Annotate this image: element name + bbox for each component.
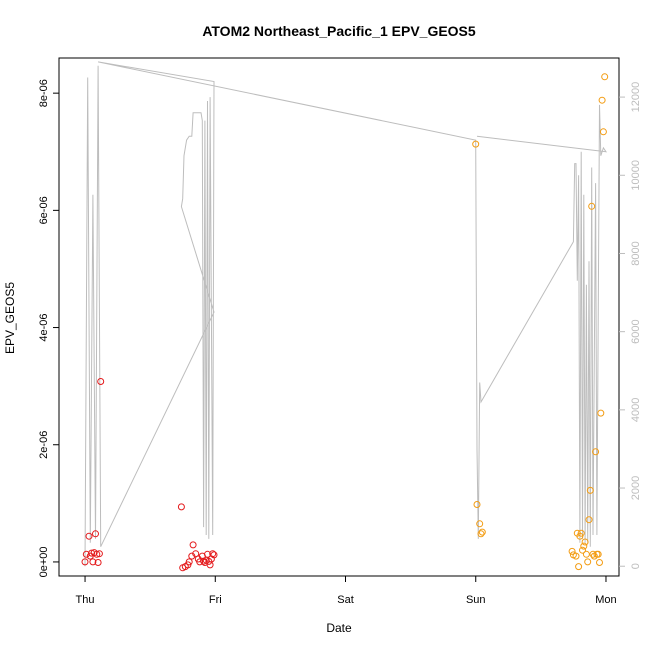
data-point — [588, 202, 596, 210]
data-point — [594, 550, 602, 558]
y2-tick-label: 0 — [630, 563, 642, 569]
data-point — [189, 541, 197, 549]
data-point — [597, 409, 605, 417]
data-point — [472, 140, 480, 148]
data-point — [93, 550, 101, 558]
y2-tick-label: 6000 — [630, 319, 642, 343]
data-point — [579, 546, 586, 554]
x-tick-label: Sat — [337, 594, 354, 606]
data-point — [473, 501, 481, 508]
y-tick-label: 0e+00 — [38, 546, 50, 577]
data-point — [204, 550, 211, 558]
data-point — [586, 486, 594, 494]
data-point — [577, 529, 585, 537]
data-point — [97, 378, 105, 385]
series-line — [84, 61, 608, 567]
line-layer — [84, 61, 608, 567]
data-point — [94, 559, 102, 566]
y2-tick-label: 10000 — [630, 160, 642, 191]
data-point — [596, 559, 603, 566]
data-point — [95, 550, 103, 558]
plot-frame — [58, 57, 620, 577]
y-tick-label: 8e-06 — [38, 79, 50, 107]
y2-tick-label: 8000 — [630, 241, 642, 265]
x-tick-label: Sun — [466, 594, 486, 606]
data-point — [206, 561, 214, 569]
y2-tick-label: 4000 — [630, 398, 642, 422]
x-axis-label: Date — [326, 621, 352, 635]
y-axis-label: EPV_GEOS5 — [3, 282, 17, 354]
data-point — [601, 73, 609, 81]
data-point — [185, 558, 193, 566]
data-point — [85, 532, 93, 540]
y-tick-label: 6e-06 — [38, 196, 50, 224]
data-point — [177, 503, 185, 511]
x-tick-label: Thu — [76, 594, 95, 606]
chart-title: ATOM2 Northeast_Pacific_1 EPV_GEOS5 — [202, 23, 476, 39]
data-point — [575, 563, 583, 571]
data-point — [92, 530, 99, 538]
data-point — [209, 550, 217, 558]
y2-tick-label: 12000 — [630, 82, 642, 113]
data-point — [477, 530, 485, 538]
data-point — [476, 520, 484, 528]
data-point — [568, 547, 576, 555]
data-point — [589, 550, 597, 558]
data-point — [582, 550, 590, 558]
data-point — [581, 538, 589, 546]
data-point — [196, 558, 204, 566]
points-layer — [81, 73, 609, 572]
data-point — [210, 551, 218, 559]
y-axis-right: 0 2000 4000 6000 8000 10000 12000 — [619, 82, 642, 569]
data-point — [580, 542, 588, 550]
data-point — [81, 558, 89, 566]
data-point — [584, 558, 592, 566]
data-point — [572, 552, 580, 560]
data-point — [592, 448, 600, 456]
y-axis-left: 0e+00 2e-06 4e-06 6e-06 8e-06 — [38, 79, 59, 577]
data-point — [82, 550, 90, 558]
data-point — [585, 516, 593, 524]
data-point — [599, 128, 607, 136]
y-tick-label: 2e-06 — [38, 431, 50, 459]
y2-tick-label: 2000 — [630, 476, 642, 500]
y-tick-label: 4e-06 — [38, 313, 50, 341]
data-point — [598, 96, 606, 104]
data-point — [89, 558, 97, 566]
x-tick-label: Fri — [209, 594, 222, 606]
data-point — [88, 549, 96, 557]
x-tick-label: Mon — [595, 594, 616, 606]
x-axis: Thu Fri Sat Sun Mon — [76, 576, 617, 606]
data-point — [478, 528, 486, 536]
